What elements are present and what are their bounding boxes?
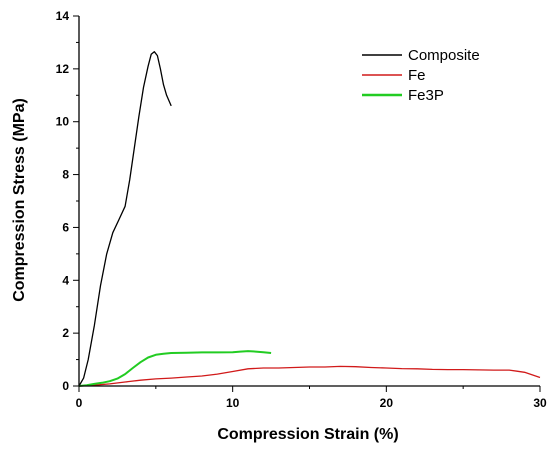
y-tick-label: 8 [62, 168, 69, 182]
series-line-composite [78, 51, 172, 387]
x-tick-label: 0 [76, 396, 83, 410]
series-line-fe [78, 365, 541, 387]
x-tick-label: 10 [226, 396, 240, 410]
y-tick-label: 14 [56, 9, 70, 23]
y-tick-label: 10 [56, 115, 70, 129]
legend-label-fe: Fe [408, 67, 426, 84]
y-tick-label: 2 [62, 326, 69, 340]
x-tick-label: 30 [533, 396, 547, 410]
plot-area [78, 51, 541, 387]
legend-label-fe3p: Fe3P [408, 87, 444, 104]
y-tick-label: 6 [62, 220, 69, 234]
x-tick-label: 20 [380, 396, 394, 410]
y-tick-label: 4 [62, 273, 69, 287]
y-tick-label: 0 [62, 379, 69, 393]
x-axis-title: Compression Strain (%) [217, 426, 398, 443]
y-axis-title: Compression Stress (MPa) [11, 98, 28, 302]
y-tick-label: 12 [56, 62, 70, 76]
series-line-fe3p [78, 350, 272, 387]
legend: Composite Fe Fe3P [362, 47, 480, 104]
axes [73, 15, 541, 392]
legend-label-composite: Composite [408, 47, 480, 64]
tick-labels: 0 10 20 30 0 2 4 6 8 10 12 14 [56, 9, 547, 410]
